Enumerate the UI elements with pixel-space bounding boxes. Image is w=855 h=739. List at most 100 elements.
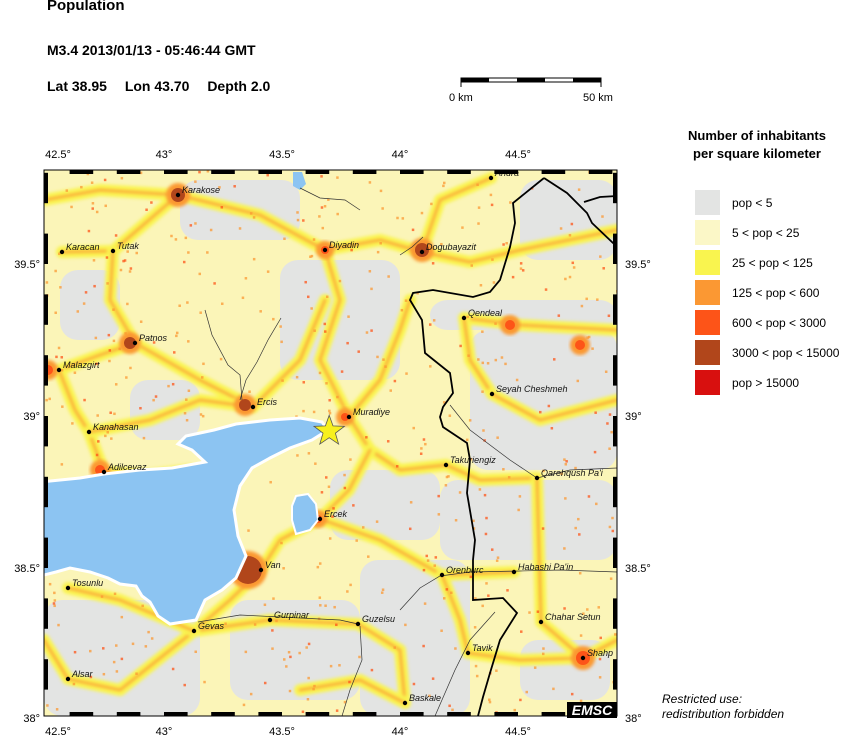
settlement-dot bbox=[409, 501, 413, 504]
settlement-dot bbox=[198, 170, 201, 174]
settlement-dot bbox=[577, 188, 581, 191]
corridor-inner bbox=[57, 368, 106, 474]
tick-mark bbox=[613, 233, 617, 264]
settlement-dot bbox=[544, 288, 548, 291]
legend-label: 25 < pop < 125 bbox=[732, 255, 813, 270]
city-label: Tosunlu bbox=[72, 578, 103, 588]
settlement-dot bbox=[608, 447, 611, 450]
settlement-dot bbox=[519, 262, 523, 265]
corridor-inner bbox=[87, 398, 255, 434]
settlement-dot bbox=[420, 447, 423, 450]
city-muradiye: Muradiye bbox=[346, 407, 390, 420]
settlement-dot bbox=[96, 414, 99, 417]
city-label: Kanahasan bbox=[93, 422, 139, 432]
settlement-dot bbox=[304, 280, 307, 284]
settlement-dot bbox=[386, 440, 390, 443]
event-location: Lat 38.95 Lon 43.70 Depth 2.0 bbox=[47, 78, 284, 94]
city-alsar: Alsar bbox=[65, 669, 94, 682]
settlement-dot bbox=[340, 370, 344, 373]
settlement-dot bbox=[370, 287, 373, 291]
settlement-dot bbox=[186, 301, 189, 304]
settlement-dot bbox=[511, 275, 515, 279]
settlement-dot bbox=[325, 382, 328, 385]
epicenter-star-icon[interactable] bbox=[312, 414, 346, 446]
tick-mark bbox=[44, 294, 48, 325]
settlement-dot bbox=[387, 275, 390, 278]
settlement-dot bbox=[185, 398, 188, 401]
settlement-dot bbox=[608, 413, 612, 416]
settlement-dot bbox=[249, 212, 253, 215]
settlement-dot bbox=[478, 488, 482, 491]
settlement-dot bbox=[272, 597, 275, 600]
settlement-dot bbox=[563, 607, 566, 610]
settlement-dot bbox=[411, 228, 415, 232]
city-gurpinar: Gurpinar bbox=[267, 610, 310, 623]
urban-core bbox=[575, 340, 585, 350]
settlement-dot bbox=[316, 565, 320, 569]
lat-tick-label-right: 38.5° bbox=[625, 563, 651, 575]
settlement-dot bbox=[108, 349, 112, 352]
city-dot-icon bbox=[59, 249, 65, 255]
settlement-dot bbox=[599, 636, 602, 640]
city-label: Van bbox=[265, 560, 281, 570]
settlement-dot bbox=[45, 281, 49, 284]
settlement-dot bbox=[305, 646, 308, 649]
urban-core bbox=[124, 337, 136, 349]
settlement-dot bbox=[440, 242, 443, 246]
city-dot-icon bbox=[538, 619, 544, 625]
settlement-dot bbox=[173, 351, 176, 354]
corridor-inner bbox=[347, 415, 539, 482]
tick-mark bbox=[613, 476, 617, 508]
settlement-dot bbox=[114, 383, 118, 386]
settlement-dot bbox=[325, 476, 328, 479]
settlement-dot bbox=[420, 211, 424, 215]
settlement-dot bbox=[109, 411, 112, 414]
settlement-dot bbox=[170, 234, 173, 238]
settlement-dot bbox=[312, 410, 316, 414]
tick-mark bbox=[613, 598, 617, 629]
lake-van bbox=[44, 416, 331, 626]
settlement-dot bbox=[71, 422, 74, 425]
settlement-dot bbox=[357, 350, 360, 353]
tick-mark bbox=[494, 170, 518, 174]
city-shahp: Shahp bbox=[580, 648, 613, 661]
city-label: Takuriengiz bbox=[450, 455, 496, 465]
city-label: Ercek bbox=[324, 509, 348, 519]
settlement-dot bbox=[571, 261, 575, 265]
map-title: Population bbox=[47, 0, 125, 14]
settlement-dot bbox=[502, 468, 505, 471]
settlement-dot bbox=[175, 331, 179, 335]
tick-mark bbox=[613, 294, 617, 325]
settlement-dot bbox=[541, 527, 545, 530]
lat-label: Lat 38.95 bbox=[47, 78, 107, 94]
settlement-dot bbox=[139, 320, 143, 323]
settlement-dot bbox=[381, 588, 385, 591]
settlement-dot bbox=[536, 610, 540, 613]
settlement-dot bbox=[412, 426, 415, 430]
legend-item: 5 < pop < 25 bbox=[695, 220, 799, 245]
settlement-dot bbox=[485, 582, 488, 585]
settlement-dot bbox=[219, 357, 223, 361]
settlement-dot bbox=[542, 652, 545, 656]
settlement-dot bbox=[313, 684, 316, 688]
settlement-dot bbox=[58, 252, 61, 256]
settlement-dot bbox=[550, 427, 554, 430]
settlement-dot bbox=[141, 604, 144, 608]
settlement-dot bbox=[312, 687, 315, 691]
settlement-dot bbox=[82, 302, 86, 305]
rivers bbox=[197, 187, 617, 716]
city-dot-icon bbox=[175, 192, 181, 198]
tick-mark bbox=[211, 170, 235, 174]
city-dot-icon bbox=[402, 700, 408, 706]
settlement-dot bbox=[320, 206, 324, 209]
settlement-dot bbox=[368, 270, 372, 273]
settlement-dot bbox=[594, 411, 597, 414]
legend-item: 25 < pop < 125 bbox=[695, 250, 813, 275]
settlement-dot bbox=[144, 645, 148, 648]
settlement-dot bbox=[108, 359, 111, 363]
settlement-dot bbox=[167, 384, 170, 388]
legend-item: 125 < pop < 600 bbox=[695, 280, 819, 305]
settlement-dot bbox=[482, 429, 485, 432]
city-label: Baskale bbox=[409, 693, 441, 703]
settlement-dot bbox=[100, 595, 104, 598]
